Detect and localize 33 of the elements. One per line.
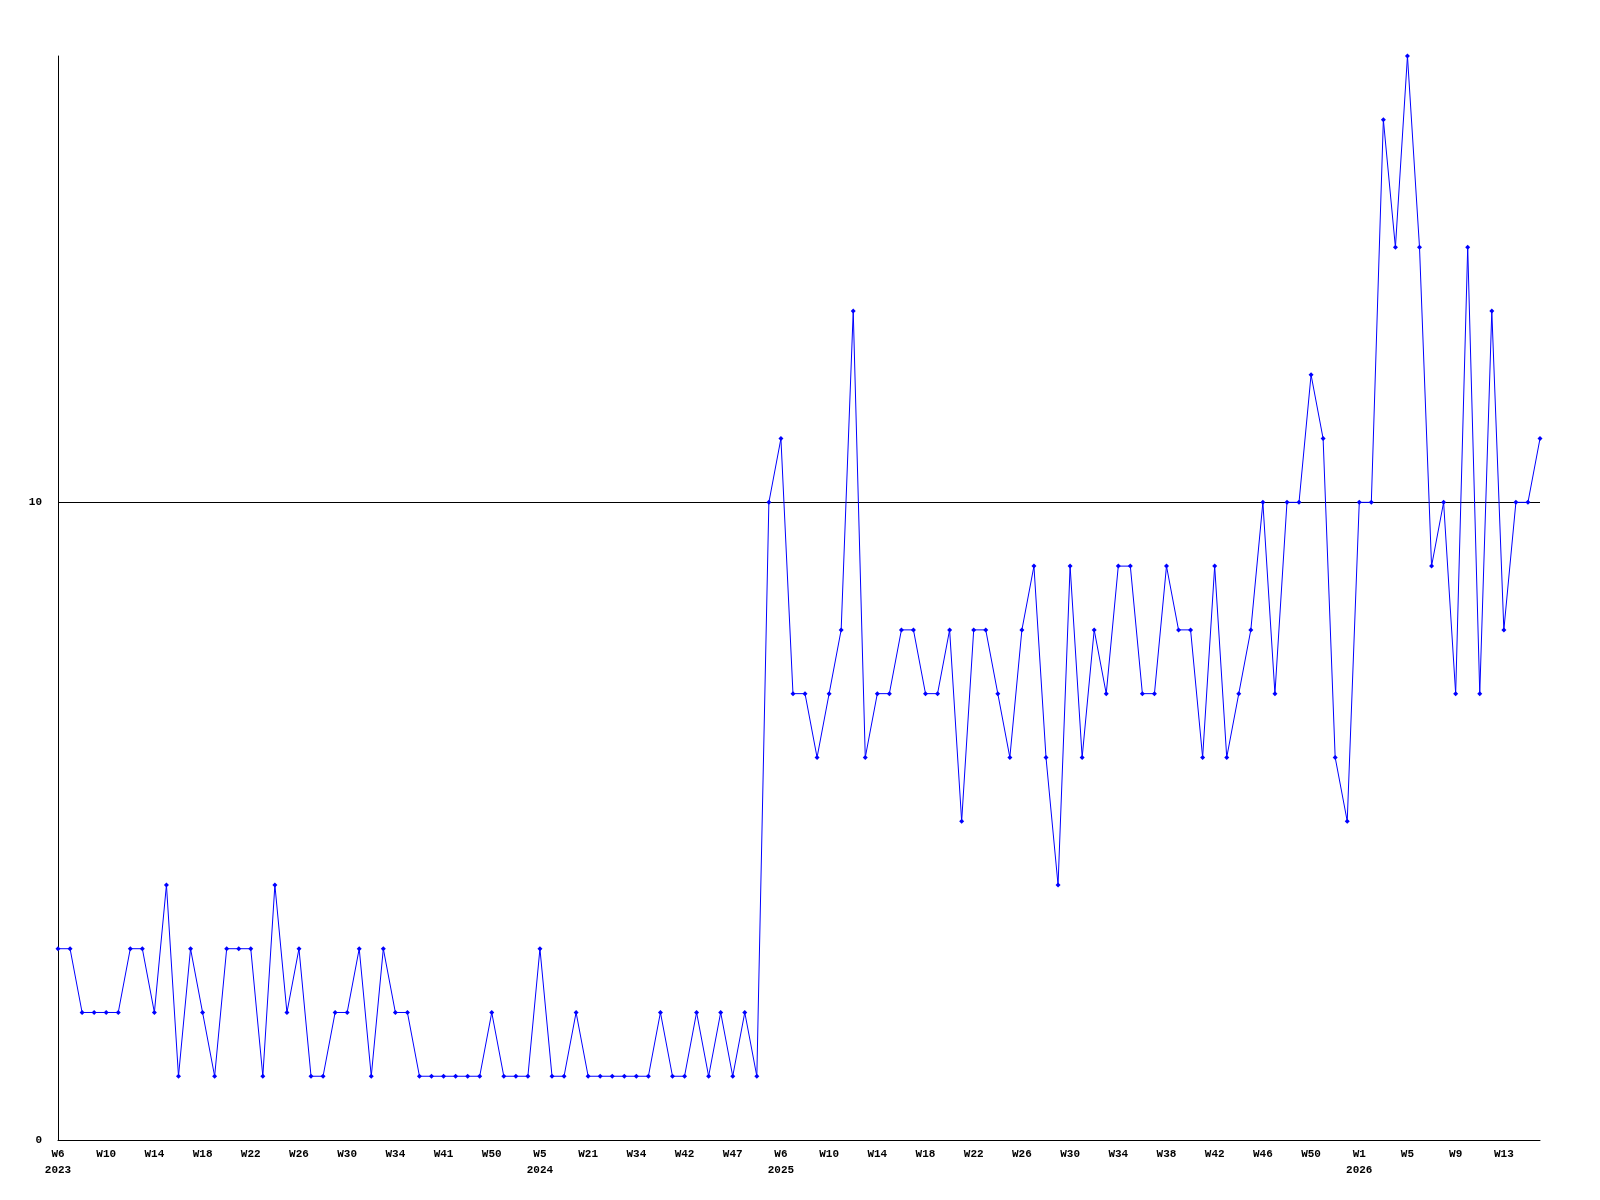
x-tick-label: W18 [915, 1148, 936, 1160]
x-tick-label: W22 [240, 1148, 261, 1160]
x-tick-label: W34 [626, 1148, 647, 1160]
x-tick-label: W21 [578, 1148, 599, 1160]
x-tick-label: W38 [1156, 1148, 1177, 1160]
x-tick-label: W46 [1252, 1148, 1273, 1160]
x-tick-label: W42 [1204, 1148, 1225, 1160]
x-tick-label: W30 [337, 1148, 358, 1160]
x-tick-label: W26 [289, 1148, 309, 1160]
x-tick-label: W26 [1012, 1148, 1032, 1160]
x-tick-label: W22 [963, 1148, 984, 1160]
x-tick-label: W9 [1449, 1148, 1463, 1160]
x-tick-label: W50 [481, 1148, 502, 1160]
x-tick-label: W1 2026 [1346, 1148, 1373, 1176]
x-tick-label: W14 [144, 1148, 165, 1160]
x-tick-label: W14 [867, 1148, 888, 1160]
x-tick-label: W10 [819, 1148, 840, 1160]
x-tick-label: W34 [385, 1148, 406, 1160]
x-tick-label: W34 [1108, 1148, 1129, 1160]
x-tick-label: W42 [674, 1148, 695, 1160]
x-tick-label: W50 [1301, 1148, 1321, 1160]
y-tick-label: 0 [35, 1134, 42, 1146]
x-tick-label: W13 [1493, 1148, 1515, 1160]
x-tick-label: W6 2023 [44, 1148, 72, 1176]
x-tick-label: W47 [722, 1148, 743, 1160]
x-tick-label: W6 2025 [767, 1148, 795, 1176]
x-tick-label: W41 [433, 1148, 454, 1160]
y-tick-label: 10 [28, 496, 42, 509]
x-tick-label: W30 [1060, 1148, 1080, 1160]
x-tick-label: W18 [192, 1148, 213, 1160]
x-tick-label: W5 [1400, 1148, 1415, 1160]
x-tick-label: W5 2024 [526, 1148, 554, 1176]
x-tick-label: W10 [96, 1148, 117, 1160]
